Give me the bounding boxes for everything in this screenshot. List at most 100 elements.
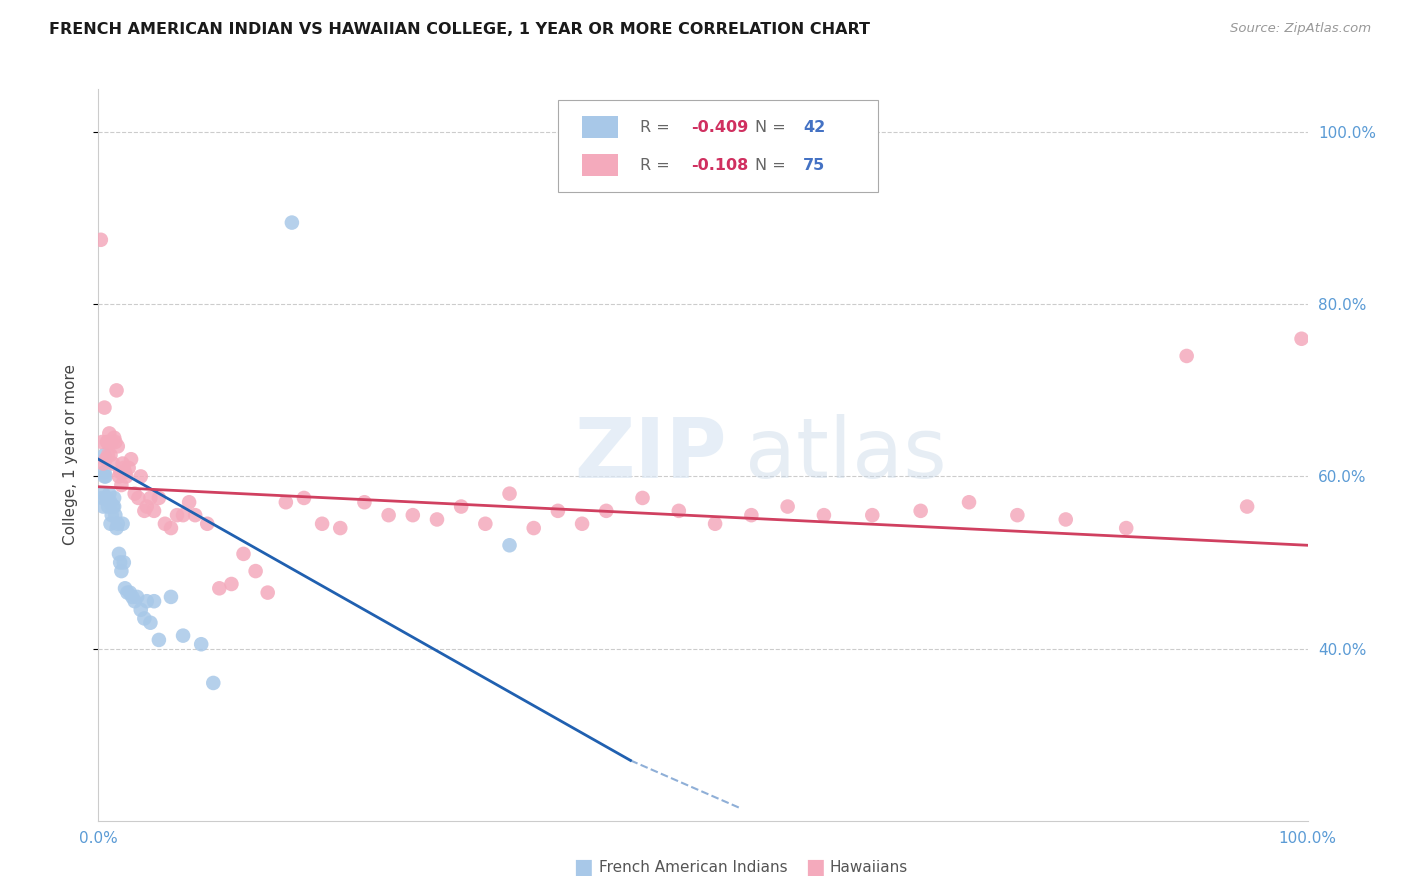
Text: atlas: atlas bbox=[745, 415, 948, 495]
Text: ■: ■ bbox=[574, 857, 593, 877]
Point bbox=[105, 384, 128, 398]
Point bbox=[124, 594, 146, 608]
Point bbox=[114, 465, 136, 479]
Point bbox=[94, 452, 117, 467]
Point bbox=[190, 637, 212, 651]
Point bbox=[104, 508, 127, 523]
Point bbox=[202, 676, 225, 690]
Point bbox=[139, 615, 162, 630]
Point bbox=[776, 500, 799, 514]
Point bbox=[426, 512, 449, 526]
Point bbox=[108, 469, 131, 483]
Point bbox=[91, 435, 114, 450]
Point bbox=[595, 504, 617, 518]
Point bbox=[1291, 332, 1313, 346]
Point bbox=[129, 603, 152, 617]
Point bbox=[172, 629, 194, 643]
Text: 42: 42 bbox=[803, 120, 825, 135]
Point bbox=[402, 508, 425, 523]
Point bbox=[98, 486, 121, 500]
Text: -0.108: -0.108 bbox=[690, 158, 748, 173]
Point bbox=[353, 495, 375, 509]
Text: Source: ZipAtlas.com: Source: ZipAtlas.com bbox=[1230, 22, 1371, 36]
Point bbox=[114, 582, 136, 596]
Point bbox=[91, 500, 114, 514]
Point bbox=[377, 508, 399, 523]
Point bbox=[740, 508, 762, 523]
Point bbox=[281, 216, 304, 230]
Point bbox=[111, 457, 134, 471]
Point bbox=[153, 516, 176, 531]
Point bbox=[860, 508, 883, 523]
Point bbox=[94, 469, 117, 483]
Y-axis label: College, 1 year or more: College, 1 year or more bbox=[63, 365, 77, 545]
Text: FRENCH AMERICAN INDIAN VS HAWAIIAN COLLEGE, 1 YEAR OR MORE CORRELATION CHART: FRENCH AMERICAN INDIAN VS HAWAIIAN COLLE… bbox=[49, 22, 870, 37]
Point bbox=[91, 486, 114, 500]
Point bbox=[93, 401, 115, 415]
Point bbox=[221, 577, 243, 591]
Point bbox=[124, 486, 146, 500]
Point bbox=[117, 585, 139, 599]
Point bbox=[813, 508, 835, 523]
Point bbox=[523, 521, 546, 535]
Point bbox=[100, 508, 122, 523]
Point bbox=[97, 500, 120, 514]
Text: French American Indians: French American Indians bbox=[599, 860, 787, 874]
Text: R =: R = bbox=[640, 158, 675, 173]
Point bbox=[107, 516, 129, 531]
Point bbox=[571, 516, 593, 531]
Point bbox=[105, 521, 128, 535]
Text: Hawaiians: Hawaiians bbox=[830, 860, 908, 874]
FancyBboxPatch shape bbox=[582, 116, 619, 138]
Point bbox=[184, 508, 207, 523]
Point bbox=[143, 594, 166, 608]
Point bbox=[103, 431, 125, 445]
Point bbox=[135, 594, 157, 608]
Point bbox=[115, 469, 138, 483]
Point bbox=[100, 448, 122, 462]
Point bbox=[91, 457, 114, 471]
Text: ZIP: ZIP bbox=[575, 415, 727, 495]
Point bbox=[96, 435, 118, 450]
Point bbox=[311, 516, 333, 531]
Point bbox=[118, 585, 141, 599]
Point bbox=[127, 590, 149, 604]
Point bbox=[135, 500, 157, 514]
Point bbox=[97, 435, 120, 450]
Point bbox=[127, 491, 149, 505]
Point bbox=[90, 233, 112, 247]
Point bbox=[98, 426, 121, 441]
Text: N =: N = bbox=[755, 120, 790, 135]
Point bbox=[93, 465, 115, 479]
Point bbox=[474, 516, 496, 531]
Point bbox=[1054, 512, 1077, 526]
Point bbox=[160, 521, 183, 535]
Point bbox=[232, 547, 254, 561]
Point bbox=[129, 469, 152, 483]
Point bbox=[110, 478, 132, 492]
Point bbox=[108, 465, 131, 479]
FancyBboxPatch shape bbox=[582, 154, 619, 177]
Point bbox=[329, 521, 352, 535]
Point bbox=[1115, 521, 1137, 535]
Text: R =: R = bbox=[640, 120, 675, 135]
Point bbox=[498, 486, 520, 500]
Point bbox=[245, 564, 267, 578]
Point bbox=[292, 491, 315, 505]
Point bbox=[120, 452, 142, 467]
Point bbox=[160, 590, 183, 604]
Point bbox=[110, 564, 132, 578]
Point bbox=[910, 504, 932, 518]
Point bbox=[498, 538, 520, 552]
Point bbox=[93, 469, 115, 483]
Point bbox=[121, 590, 143, 604]
Point bbox=[208, 582, 231, 596]
Point bbox=[101, 457, 124, 471]
Point bbox=[704, 516, 727, 531]
Text: ■: ■ bbox=[806, 857, 825, 877]
Point bbox=[112, 556, 135, 570]
Point bbox=[100, 435, 122, 450]
Point bbox=[108, 556, 131, 570]
Point bbox=[104, 435, 127, 450]
Point bbox=[111, 516, 134, 531]
